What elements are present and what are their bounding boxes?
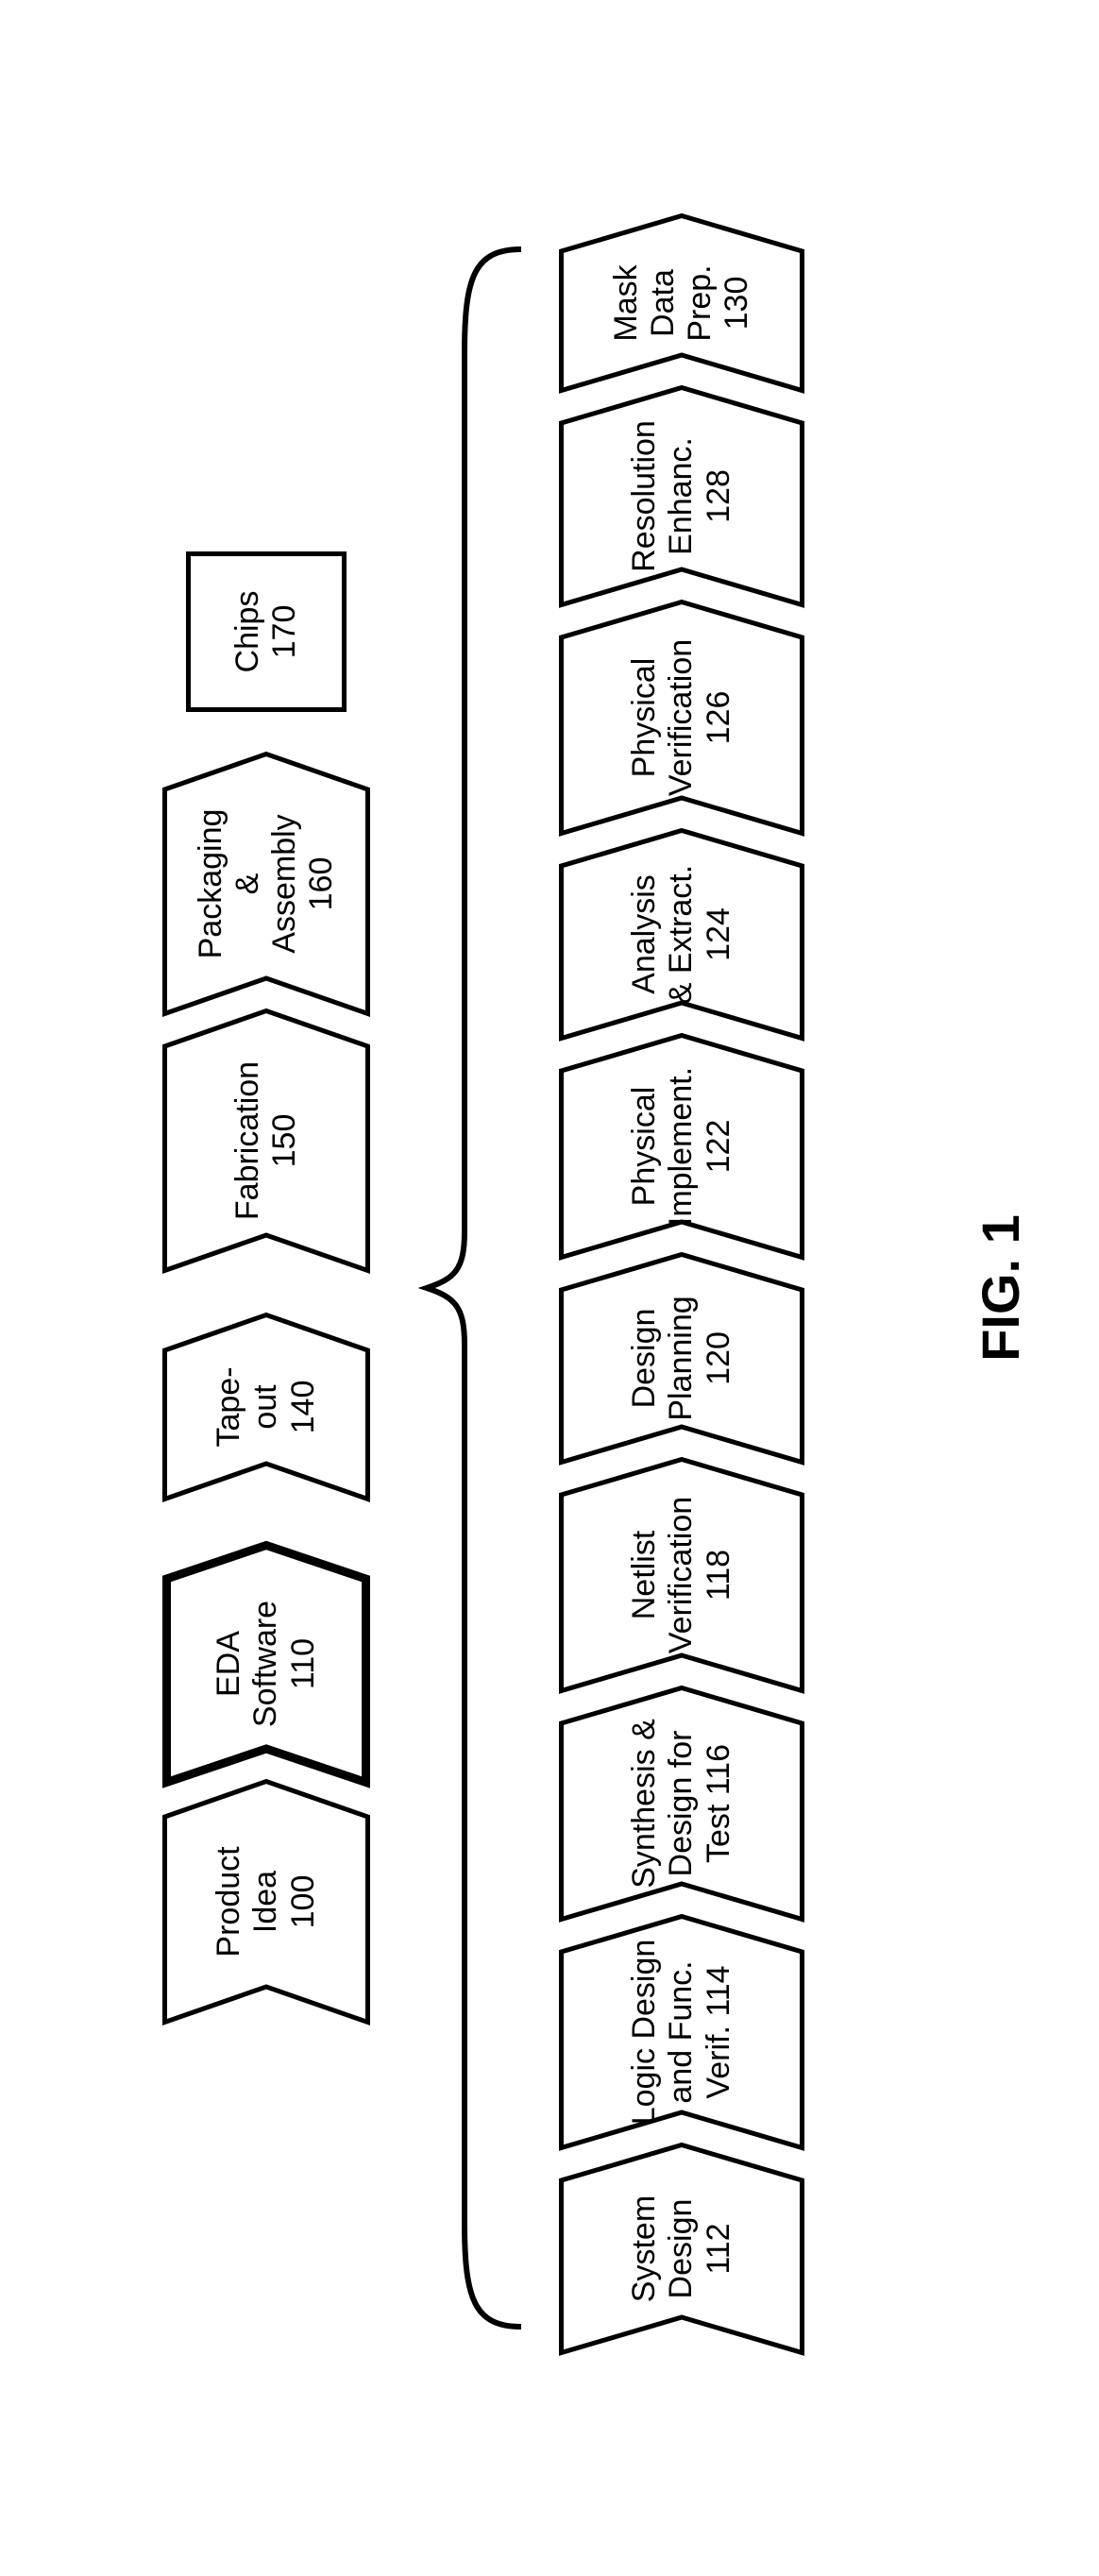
flow-node-netlist-verif: NetlistVerification118 bbox=[559, 1457, 804, 1693]
flow-node-packaging: Packaging&Assembly160 bbox=[162, 752, 370, 1016]
flow-node-label: PhysicalVerification126 bbox=[622, 634, 740, 802]
flow-node-label: MaskDataPrep.130 bbox=[604, 259, 759, 347]
flow-node-label: EDASoftware110 bbox=[207, 1595, 325, 1733]
eda-detail-row: SystemDesign112 Logic Designand Func.Veri… bbox=[559, 155, 804, 2421]
flow-node-tape-out: Tape-out140 bbox=[162, 1313, 370, 1501]
figure-label: FIG. 1 bbox=[970, 1214, 1031, 1362]
flow-node-label: ResolutionEnhanc.128 bbox=[622, 415, 740, 578]
flow-node-mask-prep: MaskDataPrep.130 bbox=[559, 213, 804, 393]
flow-node-label: ProductIdea100 bbox=[207, 1840, 325, 1962]
flow-node-synthesis: Synthesis &Design forTest 116 bbox=[559, 1686, 804, 1922]
flow-node-label: Analysis& Extract.124 bbox=[622, 859, 740, 1009]
flow-node-design-planning: DesignPlanning120 bbox=[559, 1252, 804, 1465]
top-flow-row: ProductIdea100 EDASoftware110 Tape-out140 F… bbox=[162, 155, 370, 2421]
flow-node-label: NetlistVerification118 bbox=[622, 1491, 740, 1659]
flow-node-phys-impl: PhysicalImplement.122 bbox=[559, 1033, 804, 1260]
flow-node-phys-verif: PhysicalVerification126 bbox=[559, 600, 804, 836]
diagram-canvas: ProductIdea100 EDASoftware110 Tape-out140 F… bbox=[30, 155, 1069, 2421]
flow-node-resolution: ResolutionEnhanc.128 bbox=[559, 385, 804, 607]
flow-node-fabrication: Fabrication150 bbox=[162, 1008, 370, 1273]
flow-node-eda-software: EDASoftware110 bbox=[162, 1541, 370, 1787]
flow-node-logic-design: Logic Designand Func.Verif. 114 bbox=[559, 1914, 804, 2150]
flow-node-label: Chips170 bbox=[229, 591, 303, 673]
flow-node-label: PhysicalImplement.122 bbox=[622, 1061, 740, 1231]
flow-node-label: DesignPlanning120 bbox=[622, 1290, 740, 1426]
flow-node-chips: Chips170 bbox=[186, 551, 347, 712]
flow-node-label: Packaging&Assembly160 bbox=[189, 804, 344, 965]
flow-node-system-design: SystemDesign112 bbox=[559, 2143, 804, 2355]
flow-node-label: Tape-out140 bbox=[207, 1361, 325, 1452]
detail-brace bbox=[417, 240, 531, 2336]
flow-node-label: Logic Designand Func.Verif. 114 bbox=[622, 1934, 740, 2131]
flow-node-label: SystemDesign112 bbox=[622, 2190, 740, 2308]
flow-node-analysis: Analysis& Extract.124 bbox=[559, 828, 804, 1041]
flow-node-label: Fabrication150 bbox=[226, 1056, 307, 1226]
flow-node-label: Synthesis &Design forTest 116 bbox=[622, 1713, 740, 1894]
flow-node-product-idea: ProductIdea100 bbox=[162, 1779, 370, 2025]
